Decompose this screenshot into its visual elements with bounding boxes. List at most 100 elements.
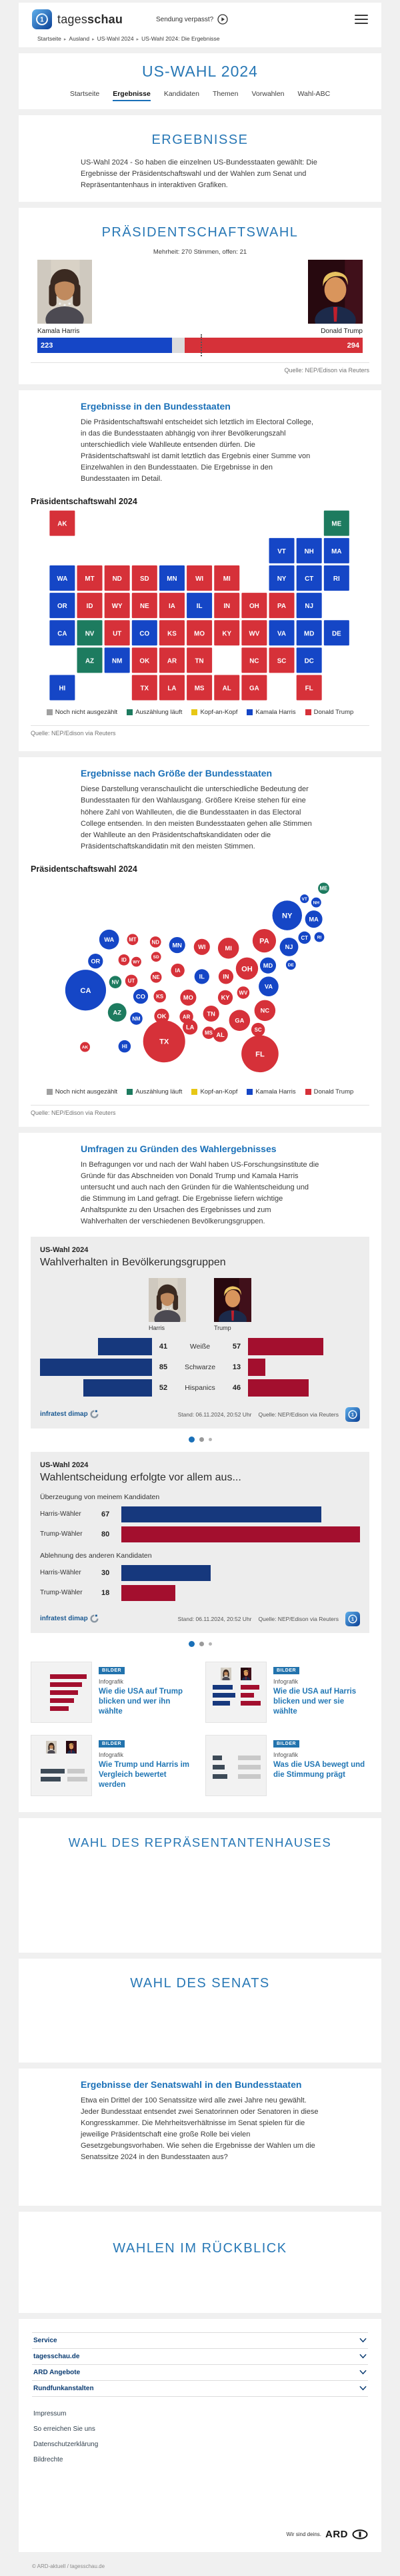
teaser-title[interactable]: Was die USA bewegt und die Stimmung präg…	[273, 1760, 365, 1779]
bubble-VA[interactable]: VA	[259, 976, 279, 996]
bubble-MT[interactable]: MT	[127, 934, 139, 945]
bubble-WI[interactable]: WI	[193, 938, 210, 955]
state-HI[interactable]: HI	[49, 674, 76, 702]
bubble-SC[interactable]: SC	[251, 1022, 265, 1037]
state-DC[interactable]: DC	[295, 647, 323, 675]
state-MN[interactable]: MN	[158, 565, 186, 592]
bubble-MA[interactable]: MA	[305, 910, 323, 928]
state-KY[interactable]: KY	[213, 619, 241, 647]
state-NY[interactable]: NY	[268, 565, 295, 592]
teaser-red-bars[interactable]: BILDER Infografik Wie die USA auf Trump bl…	[31, 1661, 195, 1723]
state-LA[interactable]: LA	[158, 674, 186, 702]
footer-accordion-tagesschau-de[interactable]: tagesschau.de	[32, 2348, 368, 2364]
bubble-NJ[interactable]: NJ	[279, 937, 299, 956]
teaser-duo-bars[interactable]: BILDER Infografik Wie die USA auf Harris b…	[205, 1661, 369, 1723]
state-IL[interactable]: IL	[185, 592, 213, 619]
state-CA[interactable]: CA	[49, 619, 76, 647]
state-ME[interactable]: ME	[323, 510, 351, 537]
bubble-AL[interactable]: AL	[213, 1027, 228, 1042]
state-NC[interactable]: NC	[241, 647, 268, 675]
bubble-HI[interactable]: HI	[118, 1040, 131, 1053]
bubble-TN[interactable]: TN	[203, 1005, 219, 1022]
electoral-bar[interactable]: 223 294	[37, 334, 363, 357]
state-AR[interactable]: AR	[158, 647, 186, 675]
tab-wahl-abc[interactable]: Wahl-ABC	[297, 90, 331, 98]
state-ID[interactable]: ID	[76, 592, 103, 619]
tab-vorwahlen[interactable]: Vorwahlen	[251, 90, 285, 98]
state-MS[interactable]: MS	[185, 674, 213, 702]
state-WA[interactable]: WA	[49, 565, 76, 592]
state-NV[interactable]: NV	[76, 619, 103, 647]
bubble-NC[interactable]: NC	[254, 1000, 276, 1021]
state-NH[interactable]: NH	[295, 537, 323, 565]
state-WI[interactable]: WI	[185, 565, 213, 592]
breadcrumb-item[interactable]: US-Wahl 2024: Die Ergebnisse	[141, 35, 220, 42]
state-TN[interactable]: TN	[185, 647, 213, 675]
state-KS[interactable]: KS	[158, 619, 186, 647]
state-NE[interactable]: NE	[131, 592, 159, 619]
bubble-FL[interactable]: FL	[241, 1035, 279, 1072]
bubble-MN[interactable]: MN	[169, 936, 185, 953]
footer-link-impressum[interactable]: Impressum	[33, 2410, 67, 2417]
bubble-CA[interactable]: CA	[65, 969, 107, 1011]
state-GA[interactable]: GA	[241, 674, 268, 702]
state-MI[interactable]: MI	[213, 565, 241, 592]
bubble-MS[interactable]: MS	[202, 1026, 215, 1039]
teaser-title[interactable]: Wie Trump und Harris im Vergleich bewert…	[99, 1760, 190, 1789]
state-SC[interactable]: SC	[268, 647, 295, 675]
state-MA[interactable]: MA	[323, 537, 351, 565]
state-TX[interactable]: TX	[131, 674, 159, 702]
bubble-WV[interactable]: WV	[237, 986, 250, 999]
bubble-MO[interactable]: MO	[180, 989, 197, 1006]
teaser-title[interactable]: Wie die USA auf Harris blicken und wer s…	[273, 1687, 357, 1716]
footer-accordion-service[interactable]: Service	[32, 2332, 368, 2348]
bubble-NV[interactable]: NV	[109, 976, 122, 988]
bubble-IA[interactable]: IA	[171, 963, 185, 977]
bubble-WY[interactable]: WY	[131, 956, 141, 967]
breadcrumb-item[interactable]: US-Wahl 2024	[97, 35, 134, 42]
bubble-ME[interactable]: ME	[318, 882, 329, 894]
footer-accordion-ard-angebote[interactable]: ARD Angebote	[32, 2364, 368, 2380]
bubble-LA[interactable]: LA	[183, 1019, 198, 1035]
state-WV[interactable]: WV	[241, 619, 268, 647]
bubble-NE[interactable]: NE	[150, 971, 162, 983]
us-bubble-cartogram[interactable]: ME VT NH NY MA WA MT ND MN WI MI PA NJ C…	[31, 878, 369, 1082]
state-PA[interactable]: PA	[268, 592, 295, 619]
bubble-OK[interactable]: OK	[154, 1008, 169, 1024]
state-AZ[interactable]: AZ	[76, 647, 103, 675]
state-CT[interactable]: CT	[295, 565, 323, 592]
bubble-WA[interactable]: WA	[99, 929, 119, 950]
state-OK[interactable]: OK	[131, 647, 159, 675]
bubble-RI[interactable]: RI	[314, 932, 325, 942]
carousel-dot-active[interactable]	[188, 1640, 195, 1647]
footer-link-datenschutzerkl-rung[interactable]: Datenschutzerklärung	[33, 2440, 99, 2448]
bubble-KS[interactable]: KS	[153, 990, 166, 1003]
menu-icon[interactable]	[354, 13, 368, 27]
bubble-AK[interactable]: AK	[80, 1042, 90, 1052]
teaser-dark-bars[interactable]: BILDER Infografik Wie Trump und Harris im …	[31, 1734, 195, 1796]
bubble-NY[interactable]: NY	[272, 900, 302, 930]
bubble-GA[interactable]: GA	[229, 1010, 251, 1031]
bubble-IL[interactable]: IL	[194, 968, 209, 984]
bubble-PA[interactable]: PA	[252, 928, 277, 952]
teaser-title[interactable]: Wie die USA auf Trump blicken und wer ih…	[99, 1687, 183, 1716]
bubble-UT[interactable]: UT	[125, 974, 138, 987]
breadcrumb-item[interactable]: Startseite	[37, 35, 61, 42]
state-NM[interactable]: NM	[103, 647, 131, 675]
bubble-AZ[interactable]: AZ	[107, 1002, 127, 1022]
bubble-MD[interactable]: MD	[259, 957, 277, 974]
state-ND[interactable]: ND	[103, 565, 131, 592]
carousel-dot-active[interactable]	[188, 1436, 195, 1443]
bubble-OH[interactable]: OH	[235, 957, 259, 980]
bubble-ND[interactable]: ND	[149, 936, 161, 948]
state-OR[interactable]: OR	[49, 592, 76, 619]
bubble-MI[interactable]: MI	[217, 937, 239, 959]
bubble-TX[interactable]: TX	[143, 1020, 185, 1062]
carousel-dot[interactable]	[199, 1437, 204, 1442]
state-SD[interactable]: SD	[131, 565, 159, 592]
state-VA[interactable]: VA	[268, 619, 295, 647]
bubble-NH[interactable]: NH	[311, 897, 321, 908]
tab-ergebnisse[interactable]: Ergebnisse	[113, 90, 151, 101]
state-NJ[interactable]: NJ	[295, 592, 323, 619]
state-VT[interactable]: VT	[268, 537, 295, 565]
